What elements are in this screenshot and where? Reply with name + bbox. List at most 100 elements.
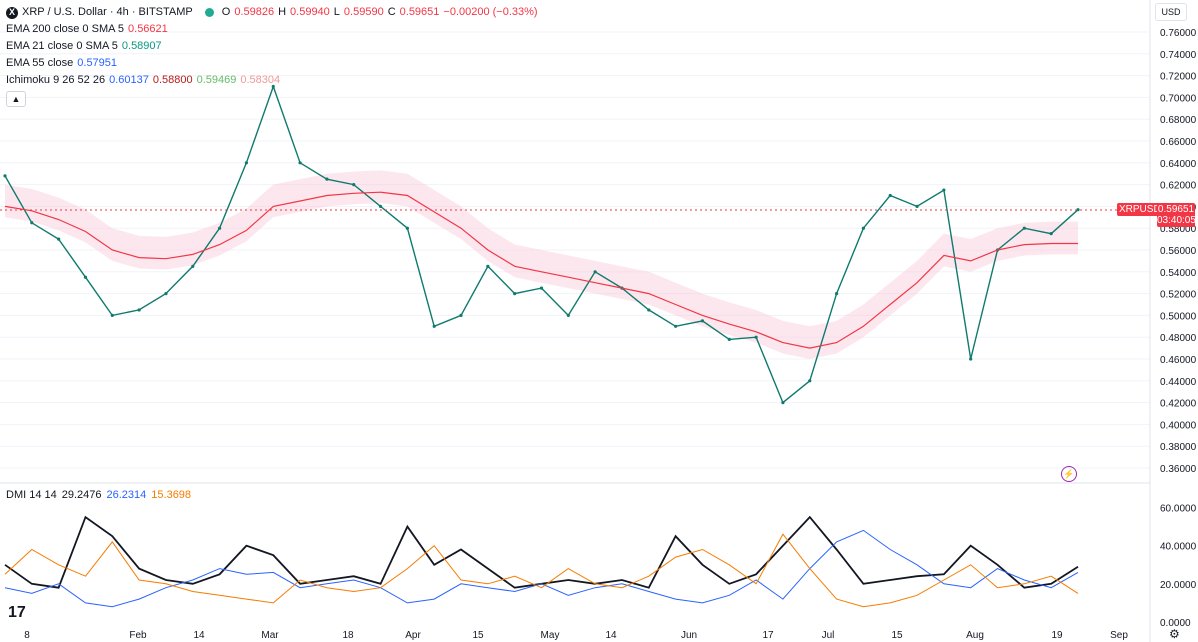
lightning-icon[interactable]: ⚡ bbox=[1061, 466, 1077, 482]
bar-countdown: 03:40:05 bbox=[1157, 215, 1196, 226]
dmi-tick-label: 0.0000 bbox=[1160, 618, 1191, 629]
price-tick-label: 0.72000 bbox=[1160, 72, 1197, 83]
last-price: 0.59651 bbox=[1157, 204, 1195, 215]
price-point bbox=[754, 335, 758, 339]
price-tick-label: 0.44000 bbox=[1160, 377, 1197, 388]
ichimoku-lead-value: 0.58304 bbox=[240, 74, 281, 86]
currency-button[interactable]: USD bbox=[1155, 3, 1187, 21]
indicator-label: EMA 21 close 0 SMA 5 bbox=[6, 40, 118, 52]
price-point bbox=[727, 337, 731, 341]
price-point bbox=[808, 379, 812, 383]
price-tick-label: 0.66000 bbox=[1160, 137, 1197, 148]
price-point bbox=[325, 177, 329, 181]
tradingview-logo[interactable]: 17 bbox=[8, 604, 26, 621]
time-tick-label: Apr bbox=[405, 630, 421, 641]
price-tick-label: 0.54000 bbox=[1160, 268, 1197, 279]
price-tick-label: 0.36000 bbox=[1160, 464, 1197, 475]
indicator-label: EMA 200 close 0 SMA 5 bbox=[6, 23, 125, 35]
xrp-logo-icon: X bbox=[6, 6, 18, 19]
price-point bbox=[486, 264, 490, 268]
price-point bbox=[352, 183, 356, 187]
price-tick-label: 0.74000 bbox=[1160, 50, 1197, 61]
price-point bbox=[378, 204, 383, 208]
dmi-label: DMI 14 14 bbox=[6, 489, 57, 501]
indicator-label: EMA 55 close bbox=[6, 57, 74, 69]
dmi-series-adx bbox=[4, 515, 1079, 589]
indicator-ichimoku[interactable]: Ichimoku 9 26 52 26 0.60137 0.58800 0.59… bbox=[6, 72, 538, 89]
indicator-ema21[interactable]: EMA 21 close 0 SMA 5 0.58907 bbox=[6, 38, 538, 55]
indicator-value: 0.58907 bbox=[121, 40, 162, 52]
price-point bbox=[888, 193, 892, 198]
time-tick-label: Mar bbox=[261, 630, 279, 641]
time-tick-label: Jul bbox=[822, 630, 835, 641]
price-point bbox=[781, 401, 785, 405]
price-point bbox=[3, 174, 7, 178]
time-tick-label: May bbox=[541, 630, 560, 641]
time-tick-label: 14 bbox=[193, 630, 205, 641]
price-tick-label: 0.46000 bbox=[1160, 355, 1197, 366]
time-axis: 8 Feb 14 Mar 18 Apr 15 May 14 Jun 17 Jul 15 Aug 19 Sep bbox=[24, 630, 1128, 641]
price-point bbox=[244, 161, 249, 165]
indicator-value: 0.56621 bbox=[128, 23, 168, 35]
dmi-tick-label: 20.0000 bbox=[1160, 580, 1197, 591]
price-point bbox=[969, 357, 973, 361]
dmi-tick-label: 40.0000 bbox=[1160, 542, 1197, 553]
ohlc-change: −0.00200 (−0.33%) bbox=[443, 6, 538, 18]
time-tick-label: Sep bbox=[1110, 630, 1128, 641]
indicator-ema200[interactable]: EMA 200 close 0 SMA 5 0.56621 bbox=[6, 21, 538, 38]
price-point bbox=[137, 308, 141, 312]
price-tick-label: 0.42000 bbox=[1160, 399, 1197, 410]
ichimoku-base-value: 0.58800 bbox=[152, 74, 193, 86]
price-tick-label: 0.48000 bbox=[1160, 333, 1197, 344]
ohlc-low: 0.59590 bbox=[343, 6, 384, 18]
ichimoku-cloud bbox=[5, 170, 1078, 359]
symbol-row[interactable]: X XRP / U.S. Dollar · 4h · BITSTAMP O 0.5… bbox=[6, 4, 538, 21]
time-tick-label: 15 bbox=[891, 630, 903, 641]
time-tick-label: 17 bbox=[762, 630, 774, 641]
time-tick-label: 8 bbox=[24, 630, 30, 641]
price-tick-label: 0.58000 bbox=[1160, 224, 1197, 235]
collapse-legend-button[interactable]: ▲ bbox=[6, 91, 26, 107]
chevron-up-icon: ▲ bbox=[11, 93, 21, 104]
dmi-legend[interactable]: DMI 14 14 29.2476 26.2314 15.3698 bbox=[6, 489, 191, 501]
time-tick-label: Feb bbox=[129, 630, 147, 641]
price-tick-label: 0.50000 bbox=[1160, 311, 1197, 322]
price-point bbox=[432, 324, 436, 328]
dmi-tick-label: 60.0000 bbox=[1160, 504, 1197, 515]
price-point bbox=[30, 221, 34, 225]
price-point bbox=[271, 84, 275, 89]
dmi-series-minus-di bbox=[4, 533, 1079, 608]
price-point bbox=[1022, 226, 1026, 230]
price-tick-label: 0.38000 bbox=[1160, 442, 1197, 453]
time-tick-label: 14 bbox=[605, 630, 617, 641]
time-tick-label: Jun bbox=[681, 630, 697, 641]
gear-icon[interactable]: ⚙ bbox=[1169, 627, 1180, 641]
price-point bbox=[405, 226, 409, 230]
price-point bbox=[861, 226, 866, 230]
price-point bbox=[513, 292, 517, 296]
price-axis: 0.76000 0.74000 0.72000 0.70000 0.68000 0.660… bbox=[1160, 28, 1197, 475]
ohlc-l-label: L bbox=[333, 6, 340, 18]
last-price-box: 0.59651 03:40:05 bbox=[1157, 203, 1196, 227]
ichimoku-lagging-value: 0.59469 bbox=[196, 74, 237, 86]
price-point bbox=[593, 270, 597, 274]
chart-legend: X XRP / U.S. Dollar · 4h · BITSTAMP O 0.5… bbox=[6, 4, 538, 107]
time-tick-label: 15 bbox=[472, 630, 484, 641]
time-tick-label: 19 bbox=[1051, 630, 1063, 641]
ichimoku-cloud-area bbox=[5, 170, 1078, 359]
symbol-title[interactable]: XRP / U.S. Dollar · 4h · BITSTAMP bbox=[22, 6, 193, 18]
price-point bbox=[915, 204, 919, 208]
dmi-plus-value: 26.2314 bbox=[106, 489, 147, 501]
price-point bbox=[674, 324, 678, 328]
dmi-minus-value: 15.3698 bbox=[151, 489, 192, 501]
price-tick-label: 0.52000 bbox=[1160, 290, 1197, 301]
price-tick-label: 0.56000 bbox=[1160, 246, 1197, 257]
price-tick-label: 0.68000 bbox=[1160, 115, 1197, 126]
market-open-icon bbox=[204, 8, 214, 17]
indicator-ema55[interactable]: EMA 55 close 0.57951 bbox=[6, 55, 538, 72]
ichimoku-conversion-value: 0.60137 bbox=[109, 74, 149, 86]
price-point bbox=[191, 264, 195, 268]
ohlc-high: 0.59940 bbox=[290, 6, 330, 18]
price-tick-label: 0.76000 bbox=[1160, 28, 1197, 39]
